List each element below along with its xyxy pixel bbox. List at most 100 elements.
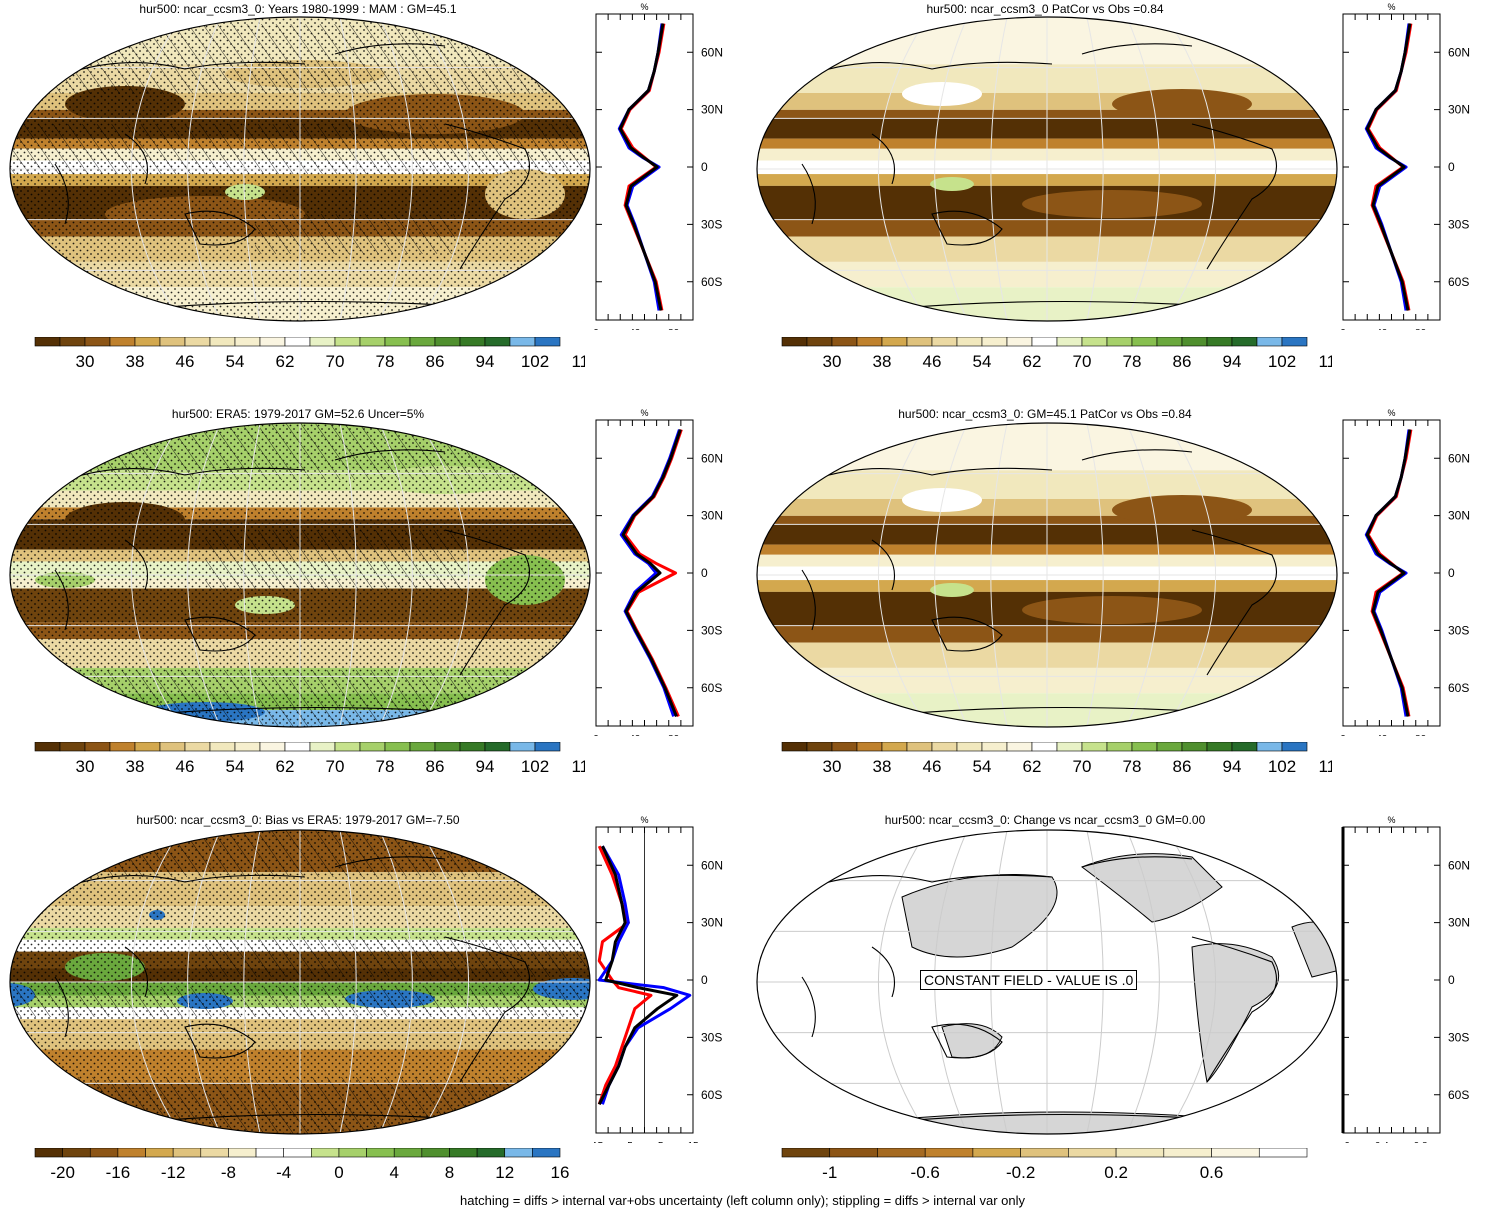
colorbar-label: -16 <box>106 1163 131 1182</box>
map-model-gm <box>756 422 1338 728</box>
colorbar-swatch <box>981 742 1008 752</box>
colorbar-swatch <box>184 337 211 347</box>
colorbar-swatch <box>309 337 336 347</box>
profile-unit: % <box>1387 408 1395 418</box>
colorbar-swatch <box>1106 337 1133 347</box>
colorbar-swatch <box>1131 742 1158 752</box>
colorbar-label: 12 <box>495 1163 514 1182</box>
profile-x-label: 40 <box>629 734 641 736</box>
colorbar-swatch <box>84 742 111 752</box>
colorbar-swatch <box>831 337 858 347</box>
panel-title: hur500: ncar_ccsm3_0: Years 1980-1999 : … <box>139 2 457 16</box>
colorbar-swatch <box>459 742 486 752</box>
colorbar-swatch <box>449 1148 478 1158</box>
colorbar-swatch <box>931 742 958 752</box>
profile-lat-label: 30N <box>701 509 723 523</box>
profile-lat-label: 0 <box>701 160 708 174</box>
profile-lat-label: 60N <box>701 451 723 465</box>
profile-lat-label: 60S <box>1448 1088 1469 1102</box>
profile-unit: % <box>1387 815 1395 825</box>
zonal-profile: % 60N 30N 0 30S 60S -15 -5 5 15 <box>594 815 723 1143</box>
colorbar-swatch <box>184 742 211 752</box>
colorbar-swatch <box>334 742 361 752</box>
colorbar-swatch <box>34 337 61 347</box>
profile-x-label: 40 <box>1376 328 1388 330</box>
profile-lat-label: 0 <box>1448 566 1455 580</box>
colorbar-label: 102 <box>521 352 549 371</box>
colorbar-swatch <box>1106 742 1133 752</box>
colorbar-label: 110 <box>1318 352 1332 371</box>
mean-profile-line <box>1365 429 1412 717</box>
colorbar-swatch <box>906 337 933 347</box>
profile-x-label: 80 <box>1415 328 1427 330</box>
colorbar-label: 30 <box>76 352 95 371</box>
profile-lat-label: 30N <box>701 916 723 930</box>
profile-lat-label: 30S <box>1448 623 1469 637</box>
colorbar-swatch <box>534 742 561 752</box>
colorbar-swatch <box>309 742 336 752</box>
colorbar-swatch <box>284 337 311 347</box>
colorbar: 30 38 46 54 62 70 78 86 94 102 110 <box>781 742 1332 776</box>
colorbar-label: 102 <box>1268 757 1296 776</box>
colorbar-swatch <box>1181 742 1208 752</box>
colorbar-label: 110 <box>571 352 585 371</box>
profile-x-label: 80 <box>668 328 680 330</box>
colorbar-label: 62 <box>1023 757 1042 776</box>
colorbar-swatch <box>109 742 136 752</box>
colorbar-swatch <box>1181 337 1208 347</box>
colorbar-label: 94 <box>476 757 495 776</box>
colorbar-label: 78 <box>1123 757 1142 776</box>
zonal-profile: % 60N 30N 0 30S 60S 0 40 80 <box>1341 2 1470 330</box>
colorbar-label: 110 <box>1318 757 1332 776</box>
colorbar-swatch <box>1020 1148 1069 1158</box>
colorbar-swatch <box>534 337 561 347</box>
colorbar-label: 62 <box>276 757 295 776</box>
colorbar-swatch <box>1031 742 1058 752</box>
colorbar-swatch <box>255 1148 284 1158</box>
colorbar-swatch <box>881 337 908 347</box>
colorbar-swatch <box>829 1148 878 1158</box>
colorbar-swatch <box>409 742 436 752</box>
colorbar-swatch <box>1258 1148 1308 1158</box>
colorbar-swatch <box>393 1148 423 1158</box>
colorbar-swatch <box>338 1148 367 1158</box>
colorbar-label: 54 <box>226 757 245 776</box>
profile-lat-label: 0 <box>1448 973 1455 987</box>
colorbar-swatch <box>806 742 833 752</box>
colorbar-swatch <box>1006 742 1033 752</box>
profile-lat-label: 60S <box>701 1088 722 1102</box>
colorbar-swatch <box>311 1148 340 1158</box>
profile-unit: % <box>640 408 648 418</box>
profile-x-label: -15 <box>594 1141 604 1143</box>
colorbar-label: 46 <box>176 352 195 371</box>
colorbar-label: 62 <box>276 352 295 371</box>
colorbar-swatch <box>34 1148 63 1158</box>
profile-lat-label: 30S <box>1448 1030 1469 1044</box>
profile-lat-label: 0 <box>701 566 708 580</box>
colorbar-swatch <box>459 337 486 347</box>
colorbar-swatch <box>109 337 136 347</box>
colorbar-swatch <box>856 742 883 752</box>
profile-lat-label: 60N <box>1448 45 1470 59</box>
colorbar-label: -4 <box>276 1163 291 1182</box>
colorbar-swatch <box>359 742 386 752</box>
colorbar-label: 86 <box>1173 757 1192 776</box>
profile-x-label: 40 <box>629 328 641 330</box>
colorbar-swatch <box>209 742 236 752</box>
colorbar-swatch <box>259 742 286 752</box>
colorbar-label: 0 <box>334 1163 343 1182</box>
footnote: hatching = diffs > internal var+obs unce… <box>460 1193 1025 1208</box>
profile-x-label: 0.8 <box>1414 1141 1428 1143</box>
colorbar-swatch <box>881 742 908 752</box>
colorbar-swatch <box>89 1148 119 1158</box>
profile-lat-label: 30N <box>701 103 723 117</box>
colorbar-swatch <box>1256 742 1283 752</box>
colorbar-label: 54 <box>226 352 245 371</box>
colorbar-label: 8 <box>445 1163 454 1182</box>
colorbar-swatch <box>1006 337 1033 347</box>
colorbar-swatch <box>209 337 236 347</box>
colorbar-label: 110 <box>571 757 585 776</box>
colorbar-swatch <box>359 337 386 347</box>
profile-lat-label: 30S <box>701 623 722 637</box>
profile-lat-label: 60N <box>1448 451 1470 465</box>
